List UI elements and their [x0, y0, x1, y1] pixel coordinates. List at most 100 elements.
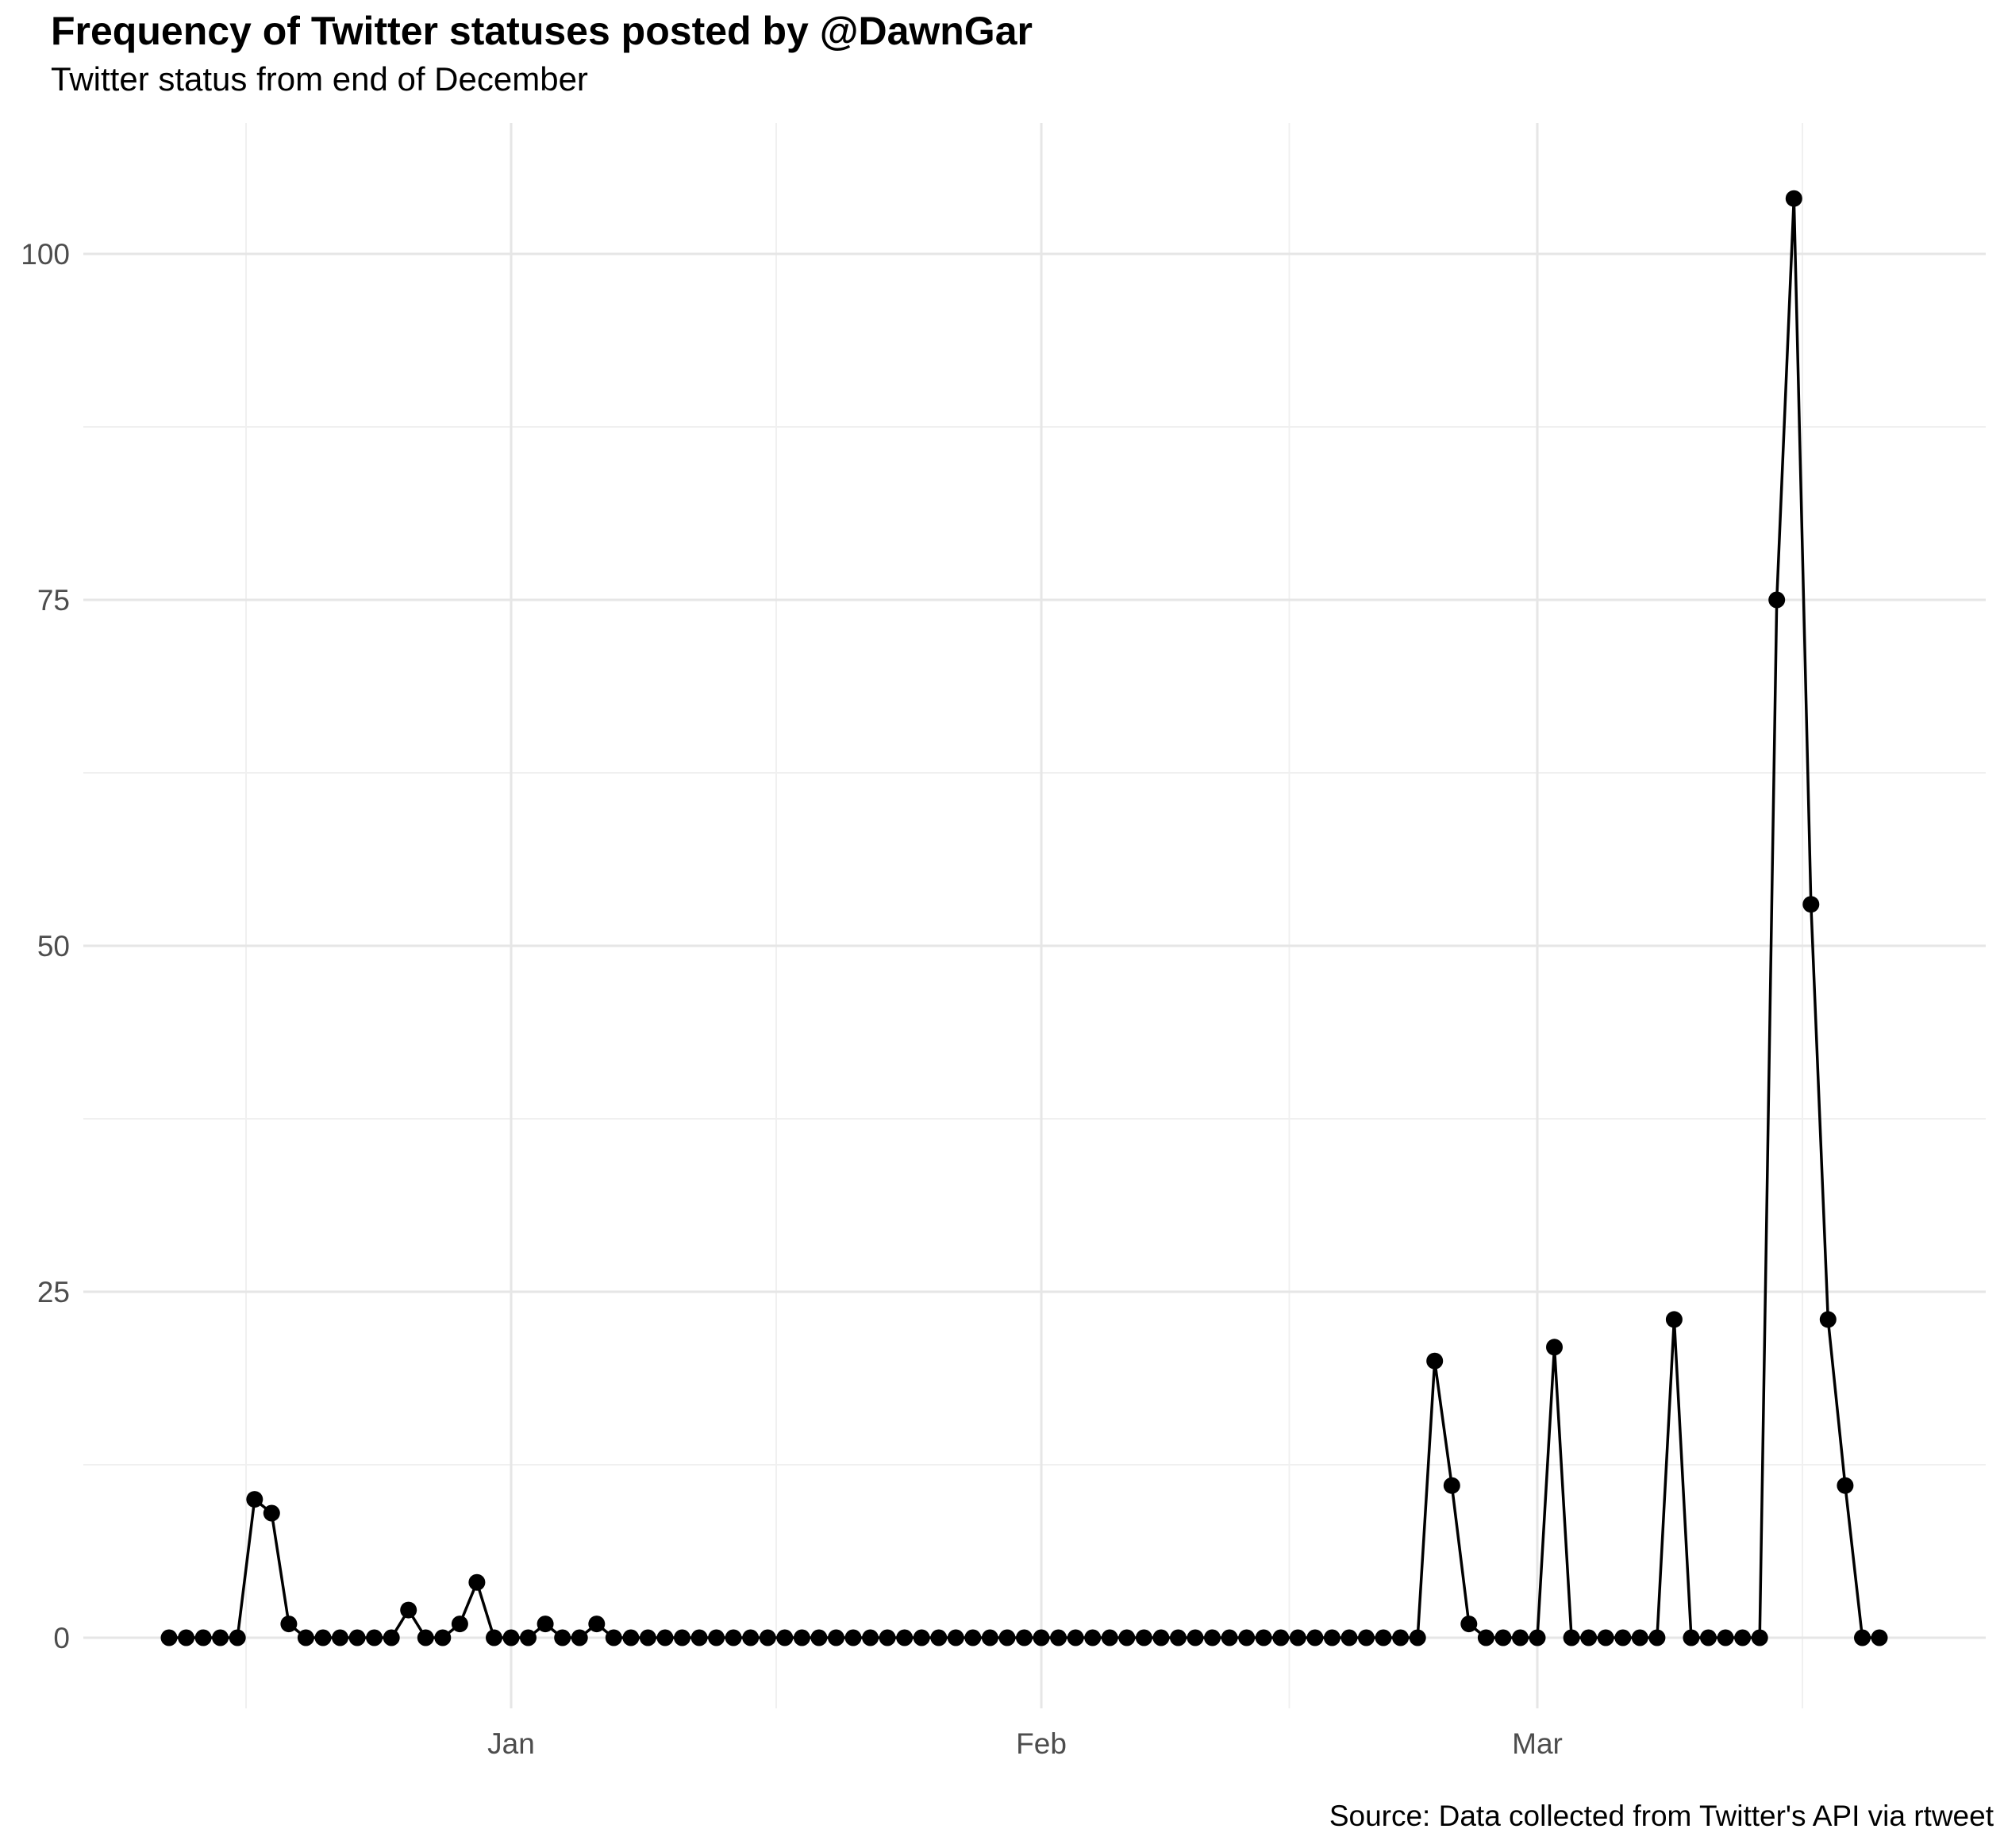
data-point: [605, 1629, 622, 1646]
data-point: [468, 1573, 486, 1591]
data-point: [1614, 1629, 1632, 1646]
data-point: [1375, 1629, 1392, 1646]
data-point: [1443, 1477, 1460, 1494]
data-point: [1170, 1629, 1187, 1646]
data-point: [1460, 1616, 1478, 1633]
data-point: [246, 1491, 263, 1508]
data-point: [571, 1629, 588, 1646]
data-point: [1204, 1629, 1221, 1646]
data-point: [810, 1629, 828, 1646]
data-point: [417, 1629, 434, 1646]
data-point: [212, 1629, 229, 1646]
data-point: [588, 1616, 606, 1633]
data-point: [520, 1629, 537, 1646]
data-point: [486, 1629, 502, 1646]
data-point: [1580, 1629, 1598, 1646]
data-point: [1631, 1629, 1648, 1646]
data-point: [828, 1629, 844, 1646]
data-point: [1272, 1629, 1290, 1646]
data-point: [1152, 1629, 1170, 1646]
data-point: [332, 1629, 348, 1646]
data-point: [366, 1629, 383, 1646]
data-point: [1494, 1629, 1512, 1646]
data-point: [1546, 1339, 1563, 1356]
data-point: [793, 1629, 810, 1646]
y-axis-tick-label: 50: [37, 930, 70, 962]
data-point: [537, 1616, 554, 1633]
data-point: [862, 1629, 879, 1646]
data-point: [1512, 1629, 1529, 1646]
data-point: [1802, 896, 1820, 913]
data-point: [1101, 1629, 1118, 1646]
x-axis-tick-label: Feb: [1016, 1727, 1067, 1760]
data-point: [725, 1629, 742, 1646]
data-point: [1563, 1629, 1580, 1646]
data-point: [1033, 1629, 1050, 1646]
data-point: [1683, 1629, 1700, 1646]
data-point: [1837, 1477, 1854, 1494]
data-point: [708, 1629, 725, 1646]
data-point: [348, 1629, 366, 1646]
data-point: [1529, 1629, 1546, 1646]
chart-caption: Source: Data collected from Twitter's AP…: [1329, 1800, 1994, 1832]
data-point: [1717, 1629, 1734, 1646]
data-point: [1734, 1629, 1752, 1646]
chart-subtitle: Twitter status from end of December: [51, 60, 588, 98]
data-point: [1871, 1629, 1888, 1646]
data-point: [1255, 1629, 1272, 1646]
y-axis-tick-label: 100: [21, 238, 70, 271]
data-point: [1050, 1629, 1067, 1646]
data-point: [879, 1629, 896, 1646]
data-point: [451, 1616, 468, 1633]
x-axis-tick-label: Jan: [487, 1727, 535, 1760]
x-axis-tick-label: Mar: [1512, 1727, 1563, 1760]
data-point: [502, 1629, 520, 1646]
data-point: [554, 1629, 571, 1646]
data-point: [1221, 1629, 1238, 1646]
y-axis-tick-label: 0: [53, 1622, 70, 1654]
data-point: [1118, 1629, 1136, 1646]
data-point: [1751, 1629, 1768, 1646]
y-axis-tick-label: 75: [37, 584, 70, 617]
data-point: [1323, 1629, 1340, 1646]
data-point: [1409, 1629, 1426, 1646]
data-point: [1135, 1629, 1152, 1646]
data-point: [1340, 1629, 1358, 1646]
data-point: [400, 1601, 417, 1619]
data-point: [1358, 1629, 1375, 1646]
data-point: [622, 1629, 640, 1646]
data-point: [1306, 1629, 1324, 1646]
data-point: [776, 1629, 794, 1646]
data-point: [280, 1616, 298, 1633]
data-point: [1067, 1629, 1084, 1646]
data-point: [656, 1629, 674, 1646]
data-point: [160, 1629, 178, 1646]
data-point: [690, 1629, 708, 1646]
data-point: [229, 1629, 246, 1646]
data-point: [263, 1504, 280, 1522]
data-point: [844, 1629, 862, 1646]
data-point: [314, 1629, 332, 1646]
data-point: [759, 1629, 776, 1646]
data-point: [639, 1629, 656, 1646]
data-point: [981, 1629, 998, 1646]
data-point: [1187, 1629, 1204, 1646]
data-point: [947, 1629, 964, 1646]
data-point: [1477, 1629, 1494, 1646]
data-point: [383, 1629, 400, 1646]
data-point: [178, 1629, 195, 1646]
data-line: [167, 197, 1881, 1639]
data-point: [1289, 1629, 1306, 1646]
data-point: [194, 1629, 212, 1646]
data-point: [1785, 190, 1802, 207]
data-point: [1238, 1629, 1256, 1646]
data-point: [1648, 1629, 1666, 1646]
data-point: [1392, 1629, 1410, 1646]
data-point: [998, 1629, 1016, 1646]
data-point: [1768, 591, 1786, 609]
chart-title: Frequency of Twitter statuses posted by …: [51, 9, 1033, 53]
data-point: [1854, 1629, 1871, 1646]
data-point: [674, 1629, 690, 1646]
